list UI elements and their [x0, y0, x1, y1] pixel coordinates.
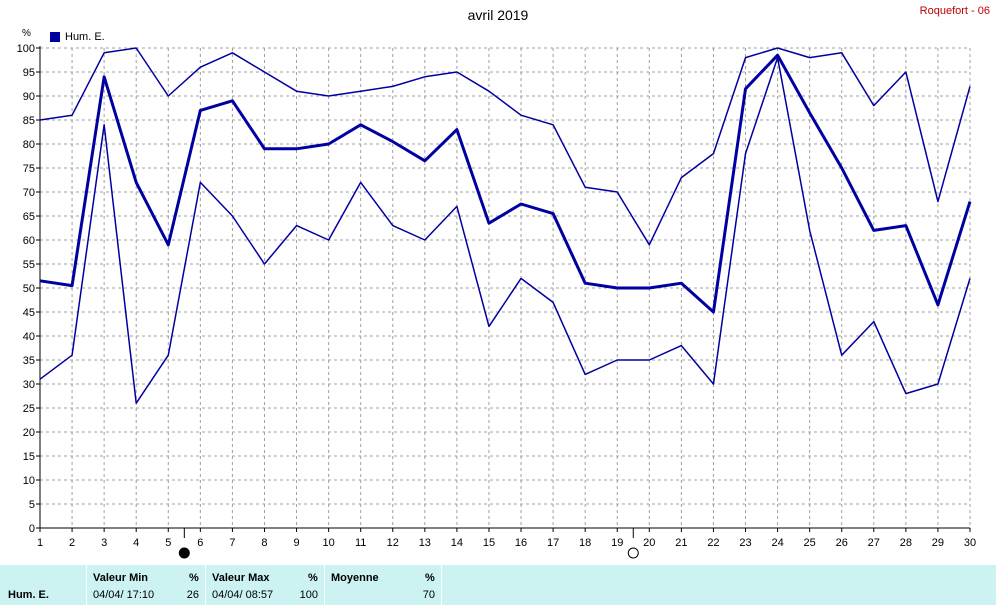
x-tick-label: 11 [355, 537, 366, 549]
x-tick-label: 1 [37, 537, 43, 549]
x-tick-label: 13 [419, 537, 431, 549]
axes [36, 46, 971, 532]
tick-labels: 0510152025303540455055606570758085909510… [17, 43, 976, 549]
avg-unit: % [425, 572, 435, 584]
avg-value-cell: Moyenne % 70 [325, 565, 442, 605]
max-header: Valeur Max [212, 572, 270, 584]
y-tick-label: 55 [23, 259, 35, 271]
chart-title: avril 2019 [467, 7, 529, 23]
y-tick-label: 30 [23, 379, 35, 391]
min-value: 26 [186, 589, 199, 601]
max-value: 100 [299, 589, 318, 601]
y-tick-label: 85 [23, 115, 35, 127]
x-tick-label: 14 [451, 537, 463, 549]
x-tick-label: 27 [868, 537, 880, 549]
footer-row-label: Hum. E. [8, 589, 49, 601]
x-tick-label: 18 [579, 537, 591, 549]
min-unit: % [189, 572, 199, 584]
x-tick-label: 16 [515, 537, 527, 549]
new-moon-icon [178, 547, 190, 559]
x-tick-label: 23 [739, 537, 751, 549]
y-axis-unit: % [22, 28, 31, 39]
moon-phase-markers [178, 528, 639, 559]
avg-value: 70 [422, 589, 435, 601]
y-tick-label: 15 [23, 451, 35, 463]
max-time: 04/04/ 08:57 [212, 589, 274, 601]
x-tick-label: 19 [611, 537, 623, 549]
y-tick-label: 60 [23, 235, 35, 247]
legend-label: Hum. E. [65, 31, 105, 43]
y-tick-label: 25 [23, 403, 35, 415]
y-tick-label: 35 [23, 355, 35, 367]
full-moon-icon [627, 547, 639, 559]
x-tick-label: 9 [293, 537, 299, 549]
x-tick-label: 7 [229, 537, 235, 549]
x-tick-label: 10 [322, 537, 334, 549]
stats-footer: Hum. E. Valeur Min % 04/04/ 17:10 26 Val… [0, 565, 996, 605]
y-tick-label: 0 [29, 523, 35, 535]
x-tick-label: 4 [133, 537, 139, 549]
y-tick-label: 75 [23, 163, 35, 175]
x-tick-label: 17 [547, 537, 559, 549]
y-tick-label: 45 [23, 307, 35, 319]
x-tick-label: 28 [900, 537, 912, 549]
y-tick-label: 10 [23, 475, 35, 487]
min-time: 04/04/ 17:10 [93, 589, 155, 601]
min-value-cell: Valeur Min % 04/04/ 17:10 26 [87, 565, 206, 605]
grid [40, 47, 971, 528]
series-line-min [39, 56, 971, 404]
legend-swatch [50, 32, 60, 42]
y-tick-label: 80 [23, 139, 35, 151]
x-tick-label: 22 [707, 537, 719, 549]
x-tick-label: 12 [387, 537, 399, 549]
station-name: Roquefort - 06 [919, 5, 990, 17]
x-tick-label: 20 [643, 537, 655, 549]
x-tick-label: 26 [836, 537, 848, 549]
max-unit: % [308, 572, 318, 584]
x-tick-label: 15 [483, 537, 495, 549]
chart-area: 0510152025303540455055606570758085909510… [17, 43, 976, 559]
x-tick-label: 21 [675, 537, 687, 549]
y-tick-label: 70 [23, 187, 35, 199]
x-tick-label: 30 [964, 537, 976, 549]
footer-empty-cell [442, 565, 996, 605]
y-tick-label: 50 [23, 283, 35, 295]
y-tick-label: 65 [23, 211, 35, 223]
y-tick-label: 100 [17, 43, 35, 55]
min-header: Valeur Min [93, 572, 149, 584]
series-line-avg [39, 53, 972, 314]
x-tick-label: 2 [69, 537, 75, 549]
x-tick-label: 8 [261, 537, 267, 549]
avg-header: Moyenne [331, 572, 379, 584]
x-tick-label: 3 [101, 537, 107, 549]
x-tick-label: 6 [197, 537, 203, 549]
footer-row-label-cell: Hum. E. [0, 565, 87, 605]
x-tick-label: 24 [771, 537, 783, 549]
legend: Hum. E. [50, 31, 105, 43]
series-line-max [39, 47, 971, 246]
x-tick-label: 25 [804, 537, 816, 549]
y-tick-label: 5 [29, 499, 35, 511]
max-value-cell: Valeur Max % 04/04/ 08:57 100 [206, 565, 325, 605]
y-tick-label: 95 [23, 67, 35, 79]
x-tick-label: 29 [932, 537, 944, 549]
series-group [39, 47, 972, 404]
y-tick-label: 20 [23, 427, 35, 439]
x-tick-label: 5 [165, 537, 171, 549]
y-tick-label: 40 [23, 331, 35, 343]
y-tick-label: 90 [23, 91, 35, 103]
